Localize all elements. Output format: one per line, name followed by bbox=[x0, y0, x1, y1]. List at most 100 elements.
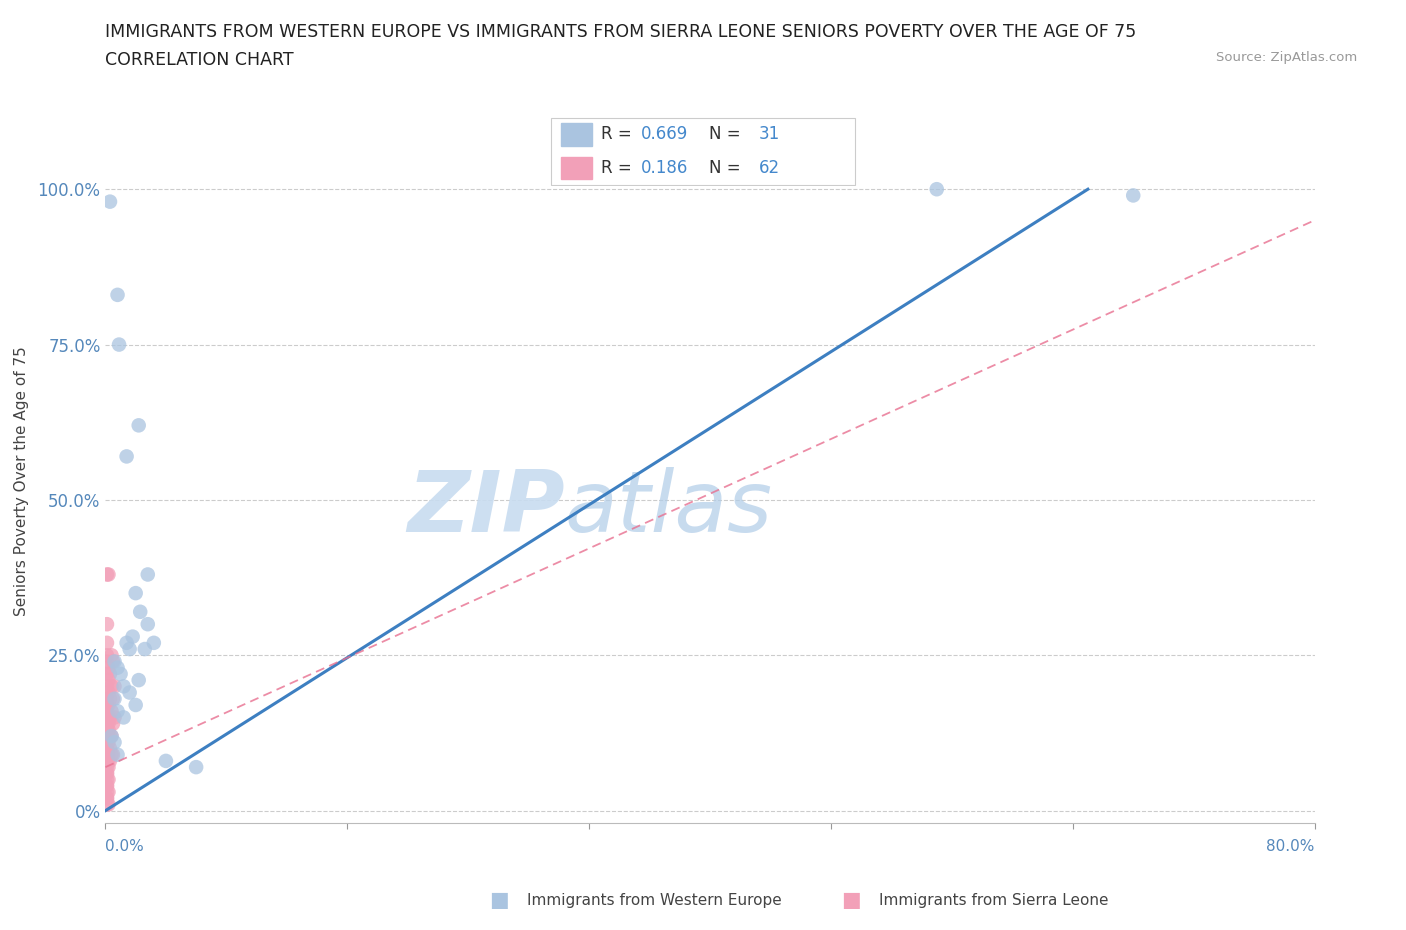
Point bbox=[100, 748, 122, 763]
Point bbox=[97, 760, 120, 775]
Point bbox=[100, 648, 122, 663]
Point bbox=[1122, 188, 1144, 203]
Point bbox=[925, 181, 948, 196]
Point bbox=[101, 748, 124, 763]
Point bbox=[96, 766, 118, 781]
Point bbox=[96, 741, 118, 756]
Point bbox=[108, 338, 131, 352]
Point bbox=[97, 710, 120, 724]
Point bbox=[96, 654, 118, 669]
Point bbox=[100, 704, 122, 719]
Text: ZIP: ZIP bbox=[408, 467, 565, 551]
Text: 0.186: 0.186 bbox=[641, 158, 689, 177]
Text: R =: R = bbox=[600, 125, 637, 143]
Point bbox=[112, 710, 135, 724]
Point bbox=[101, 716, 124, 731]
Text: 0.669: 0.669 bbox=[641, 125, 689, 143]
Point bbox=[128, 418, 150, 432]
Point bbox=[100, 679, 122, 694]
Point bbox=[98, 710, 121, 724]
Point bbox=[98, 667, 121, 682]
Point bbox=[97, 698, 120, 712]
Point bbox=[115, 635, 138, 650]
Point bbox=[96, 635, 118, 650]
Point bbox=[186, 760, 208, 775]
Bar bbox=[561, 123, 592, 145]
Text: 0.0%: 0.0% bbox=[105, 839, 145, 854]
Point bbox=[98, 728, 121, 743]
Point bbox=[96, 753, 118, 768]
Point bbox=[96, 698, 118, 712]
Text: 80.0%: 80.0% bbox=[1267, 839, 1315, 854]
Point bbox=[98, 753, 121, 768]
Point bbox=[124, 586, 148, 601]
Point bbox=[96, 748, 118, 763]
Text: N =: N = bbox=[709, 158, 747, 177]
Text: CORRELATION CHART: CORRELATION CHART bbox=[105, 51, 294, 69]
Text: R =: R = bbox=[600, 158, 637, 177]
Point bbox=[96, 778, 118, 793]
Point bbox=[100, 728, 122, 743]
Y-axis label: Seniors Poverty Over the Age of 75: Seniors Poverty Over the Age of 75 bbox=[14, 346, 30, 617]
Text: 62: 62 bbox=[759, 158, 780, 177]
Point bbox=[128, 672, 150, 687]
Point bbox=[96, 785, 118, 800]
Point bbox=[112, 679, 135, 694]
Point bbox=[96, 778, 118, 793]
Point bbox=[136, 567, 159, 582]
Point bbox=[97, 728, 120, 743]
Point bbox=[96, 790, 118, 805]
Point bbox=[134, 642, 156, 657]
Point bbox=[97, 785, 120, 800]
Point bbox=[110, 667, 132, 682]
Point bbox=[107, 748, 129, 763]
Point bbox=[129, 604, 152, 619]
Text: Immigrants from Western Europe: Immigrants from Western Europe bbox=[527, 893, 782, 908]
Point bbox=[155, 753, 177, 768]
Point bbox=[96, 790, 118, 805]
Point bbox=[103, 654, 125, 669]
Point bbox=[97, 735, 120, 750]
Text: IMMIGRANTS FROM WESTERN EUROPE VS IMMIGRANTS FROM SIERRA LEONE SENIORS POVERTY O: IMMIGRANTS FROM WESTERN EUROPE VS IMMIGR… bbox=[105, 23, 1136, 41]
Point bbox=[107, 287, 129, 302]
Point bbox=[96, 772, 118, 787]
Point bbox=[115, 449, 138, 464]
Point bbox=[96, 723, 118, 737]
Point bbox=[96, 648, 118, 663]
Point bbox=[96, 667, 118, 682]
Point bbox=[96, 691, 118, 706]
Point bbox=[98, 194, 121, 209]
Point bbox=[96, 760, 118, 775]
Point bbox=[97, 567, 120, 582]
Point bbox=[98, 741, 121, 756]
Point bbox=[96, 704, 118, 719]
Point bbox=[103, 679, 125, 694]
Point bbox=[142, 635, 165, 650]
Point bbox=[136, 617, 159, 631]
Text: Immigrants from Sierra Leone: Immigrants from Sierra Leone bbox=[879, 893, 1108, 908]
Point bbox=[97, 748, 120, 763]
Point bbox=[107, 660, 129, 675]
Text: atlas: atlas bbox=[565, 467, 773, 551]
Text: ■: ■ bbox=[489, 890, 509, 910]
Point bbox=[97, 672, 120, 687]
Point bbox=[96, 679, 118, 694]
FancyBboxPatch shape bbox=[551, 118, 855, 184]
Text: ■: ■ bbox=[841, 890, 860, 910]
Point bbox=[96, 567, 118, 582]
Point bbox=[107, 704, 129, 719]
Point bbox=[96, 766, 118, 781]
Point bbox=[103, 735, 125, 750]
Point bbox=[97, 716, 120, 731]
Point bbox=[96, 728, 118, 743]
Point bbox=[121, 630, 143, 644]
Text: Source: ZipAtlas.com: Source: ZipAtlas.com bbox=[1216, 51, 1357, 64]
Bar bbox=[561, 156, 592, 179]
Point bbox=[97, 772, 120, 787]
Text: N =: N = bbox=[709, 125, 747, 143]
Point bbox=[103, 691, 125, 706]
Point bbox=[96, 797, 118, 812]
Point bbox=[96, 741, 118, 756]
Point bbox=[97, 753, 120, 768]
Point bbox=[96, 710, 118, 724]
